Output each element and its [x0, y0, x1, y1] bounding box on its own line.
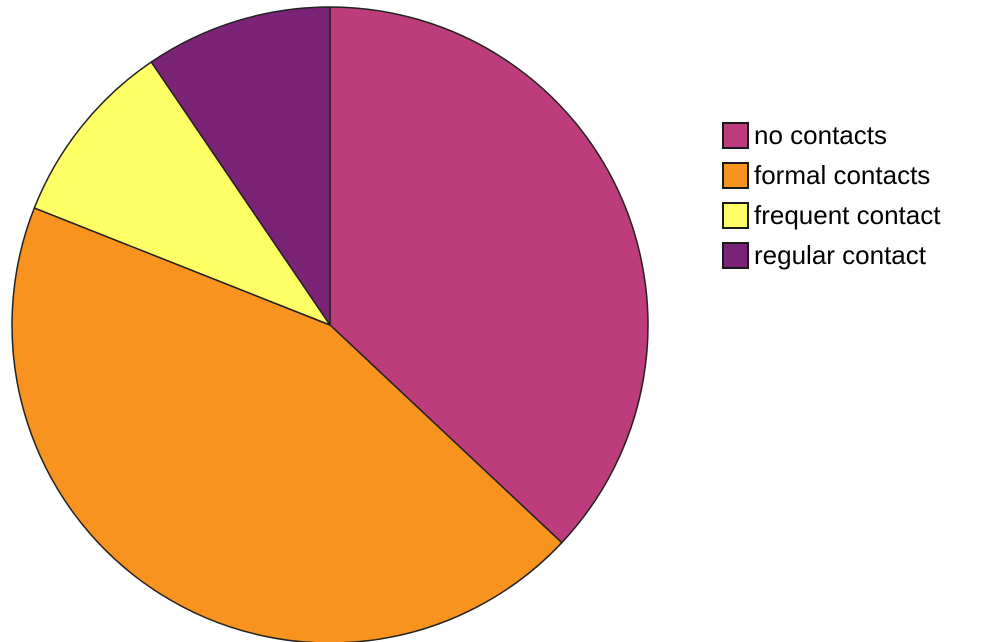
- legend-label: no contacts: [754, 120, 887, 150]
- legend-label: frequent contact: [754, 200, 941, 230]
- legend-item-frequent-contact: frequent contact: [722, 195, 940, 235]
- pie-slice-no-contacts: [329, 6, 649, 544]
- legend-item-no-contacts: no contacts: [722, 115, 940, 155]
- legend-swatch: [722, 201, 749, 229]
- legend-swatch: [722, 121, 749, 149]
- pie-slice-formal-contacts: [11, 207, 563, 642]
- chart-legend: no contacts formal contacts frequent con…: [722, 115, 940, 275]
- pie-slice-frequent-contact: [33, 61, 331, 326]
- legend-label: regular contact: [754, 240, 926, 270]
- pie-slice-regular-contact: [150, 6, 331, 326]
- legend-item-regular-contact: regular contact: [722, 235, 940, 275]
- legend-label: formal contacts: [754, 160, 931, 190]
- legend-item-formal-contacts: formal contacts: [722, 155, 940, 195]
- legend-swatch: [722, 241, 749, 269]
- legend-swatch: [722, 161, 749, 189]
